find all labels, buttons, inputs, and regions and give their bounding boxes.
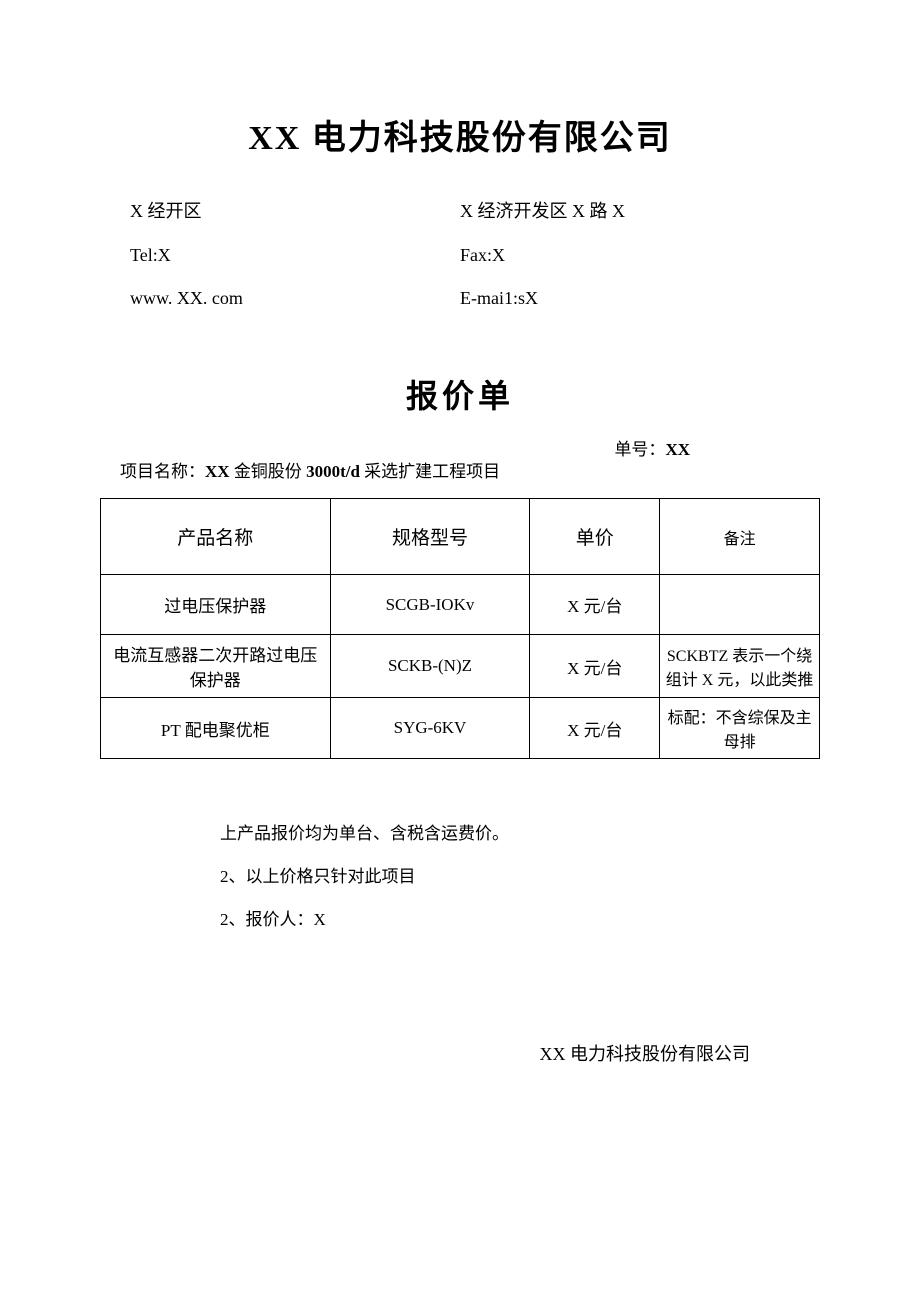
cell-remark bbox=[660, 575, 820, 635]
note-line: 上产品报价均为单台、含税含运费价。 bbox=[220, 819, 820, 844]
project-value-4: 采选扩建工程项目 bbox=[360, 462, 500, 481]
document-title: 报价单 bbox=[100, 371, 820, 417]
cell-name: 电流互感器二次开路过电压保护器 bbox=[101, 635, 331, 698]
info-website: www. XX. com bbox=[130, 288, 460, 309]
project-label: 项目名称： bbox=[120, 462, 205, 481]
company-title: XX 电力科技股份有限公司 bbox=[100, 110, 820, 159]
cell-spec: SCKB-(N)Z bbox=[330, 635, 530, 698]
th-product-name: 产品名称 bbox=[101, 499, 331, 575]
project-value-1: XX bbox=[205, 462, 230, 481]
cell-price: X 元/台 bbox=[530, 635, 660, 698]
th-price: 单价 bbox=[530, 499, 660, 575]
footer-company: XX 电力科技股份有限公司 bbox=[100, 1040, 820, 1066]
info-address: X 经济开发区 X 路 X bbox=[460, 197, 820, 223]
info-district: X 经开区 bbox=[130, 197, 460, 223]
project-value-2: 金铜股份 bbox=[230, 462, 307, 481]
note-line: 2、以上价格只针对此项目 bbox=[220, 862, 820, 887]
note-line: 2、报价人：X bbox=[220, 905, 820, 930]
cell-spec: SCGB-IOKv bbox=[330, 575, 530, 635]
cell-remark: 标配：不含综保及主母排 bbox=[660, 698, 820, 759]
notes-section: 上产品报价均为单台、含税含运费价。 2、以上价格只针对此项目 2、报价人：X bbox=[100, 819, 820, 930]
cell-remark: SCKBTZ 表示一个绕组计 X 元，以此类推 bbox=[660, 635, 820, 698]
cell-name: PT 配电聚优柜 bbox=[101, 698, 331, 759]
info-tel: Tel:X bbox=[130, 245, 460, 266]
order-value: XX bbox=[665, 440, 690, 459]
meta-row: 单号：XX 项目名称：XX 金铜股份 3000t/d 采选扩建工程项目 bbox=[100, 457, 820, 482]
table-row: PT 配电聚优柜 SYG-6KV X 元/台 标配：不含综保及主母排 bbox=[101, 698, 820, 759]
info-email: E-mai1:sX bbox=[460, 288, 820, 309]
table-row: 电流互感器二次开路过电压保护器 SCKB-(N)Z X 元/台 SCKBTZ 表… bbox=[101, 635, 820, 698]
th-remark: 备注 bbox=[660, 499, 820, 575]
cell-price: X 元/台 bbox=[530, 575, 660, 635]
company-info-grid: X 经开区 X 经济开发区 X 路 X Tel:X Fax:X www. XX.… bbox=[100, 197, 820, 309]
th-spec: 规格型号 bbox=[330, 499, 530, 575]
cell-price: X 元/台 bbox=[530, 698, 660, 759]
quotation-table: 产品名称 规格型号 单价 备注 过电压保护器 SCGB-IOKv X 元/台 电… bbox=[100, 498, 820, 759]
cell-spec: SYG-6KV bbox=[330, 698, 530, 759]
table-row: 过电压保护器 SCGB-IOKv X 元/台 bbox=[101, 575, 820, 635]
order-label: 单号： bbox=[614, 440, 665, 459]
info-fax: Fax:X bbox=[460, 245, 820, 266]
order-number: 单号：XX bbox=[614, 435, 690, 460]
table-header-row: 产品名称 规格型号 单价 备注 bbox=[101, 499, 820, 575]
project-value-3: 3000t/d bbox=[306, 462, 360, 481]
cell-name: 过电压保护器 bbox=[101, 575, 331, 635]
